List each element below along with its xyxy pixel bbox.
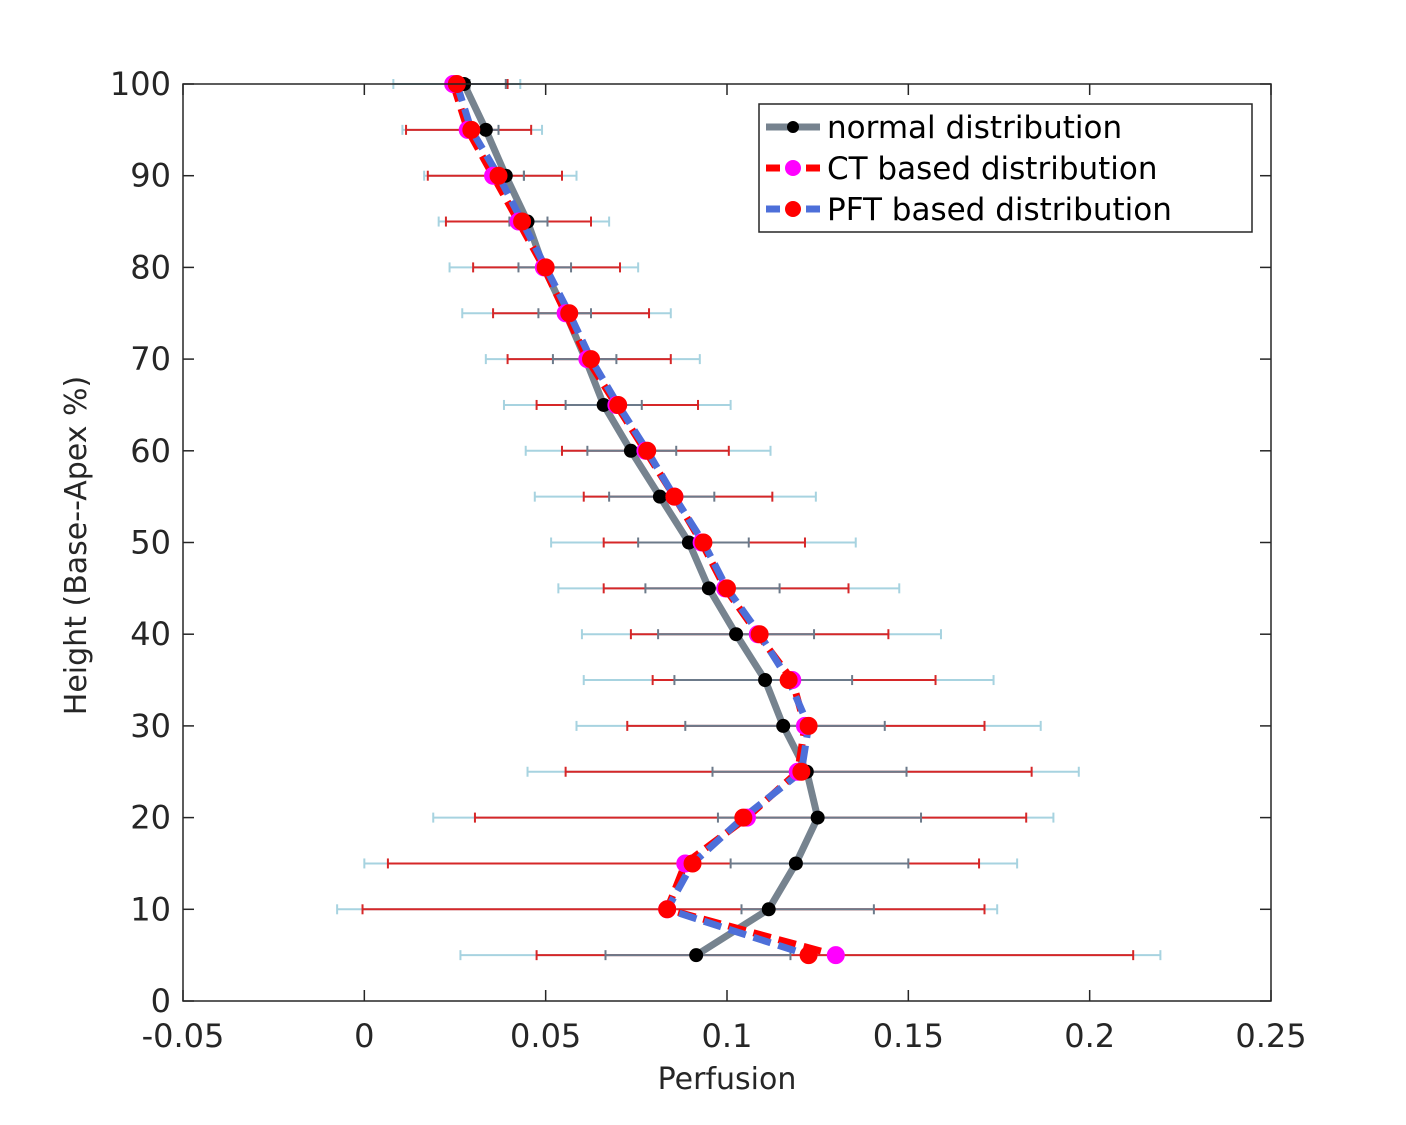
- y-axis-label: Height (Base--Apex %): [59, 376, 94, 715]
- x-tick-label: 0: [354, 1017, 374, 1055]
- data-point: [478, 122, 493, 137]
- x-tick-label: 0.1: [702, 1017, 753, 1055]
- legend-label: CT based distribution: [827, 151, 1158, 187]
- data-point: [799, 946, 818, 965]
- data-point: [718, 579, 736, 598]
- x-tick-label: -0.05: [142, 1017, 225, 1055]
- data-point: [658, 900, 677, 919]
- y-tick-label: 80: [130, 248, 171, 286]
- series-line: [460, 82, 822, 959]
- x-tick-label: 0.15: [873, 1017, 944, 1055]
- legend-label: PFT based distribution: [827, 192, 1172, 228]
- data-point: [792, 762, 811, 781]
- data-point: [623, 443, 638, 458]
- y-tick-label: 30: [130, 707, 171, 745]
- y-tick-label: 70: [130, 340, 171, 378]
- legend-box: [758, 103, 1253, 233]
- data-point: [694, 533, 713, 552]
- data-point: [665, 487, 684, 506]
- x-tick-label: 0.25: [1235, 1017, 1306, 1055]
- y-tick-label: 60: [130, 432, 171, 470]
- data-point: [536, 258, 555, 277]
- y-tick-label: 50: [130, 524, 171, 562]
- y-tick-label: 10: [130, 890, 171, 928]
- data-point: [750, 625, 769, 644]
- axes: -0.05 0 0.05 0.1 0.15 0.2 0.250102030405060708…: [110, 65, 1307, 1055]
- legend: normal distribution CT based distribution…: [758, 103, 1253, 233]
- data-point: [788, 856, 803, 871]
- x-tick-label: 0.2: [1064, 1017, 1115, 1055]
- data-point: [779, 671, 798, 690]
- data-point: [462, 120, 481, 139]
- y-tick-label: 100: [110, 65, 171, 103]
- data-point: [758, 673, 773, 688]
- data-point: [609, 395, 628, 414]
- y-tick-label: 90: [130, 157, 171, 195]
- data-point: [652, 489, 667, 504]
- data-point: [826, 946, 845, 965]
- x-tick-label: 0.05: [510, 1017, 581, 1055]
- y-tick-label: 20: [130, 799, 171, 837]
- data-point: [761, 902, 776, 917]
- y-tick-label: 40: [130, 615, 171, 653]
- data-point: [776, 718, 791, 733]
- data-point: [799, 716, 818, 735]
- data-point: [701, 581, 716, 596]
- data-point: [689, 948, 704, 963]
- data-point: [810, 810, 825, 825]
- legend-label: normal distribution: [827, 110, 1122, 146]
- data-point: [729, 627, 744, 642]
- data-point: [560, 304, 579, 323]
- data-point: [638, 441, 657, 460]
- y-tick-label: 0: [151, 982, 171, 1020]
- legend-marker: [785, 201, 801, 217]
- series-markers: [444, 75, 845, 965]
- data-point: [513, 212, 532, 231]
- data-point: [489, 166, 508, 185]
- data-point: [734, 808, 753, 827]
- legend-marker: [785, 160, 801, 176]
- data-point: [683, 854, 702, 873]
- legend-marker: [787, 121, 799, 133]
- x-axis-label: Perfusion: [658, 1062, 797, 1097]
- data-point: [582, 350, 600, 369]
